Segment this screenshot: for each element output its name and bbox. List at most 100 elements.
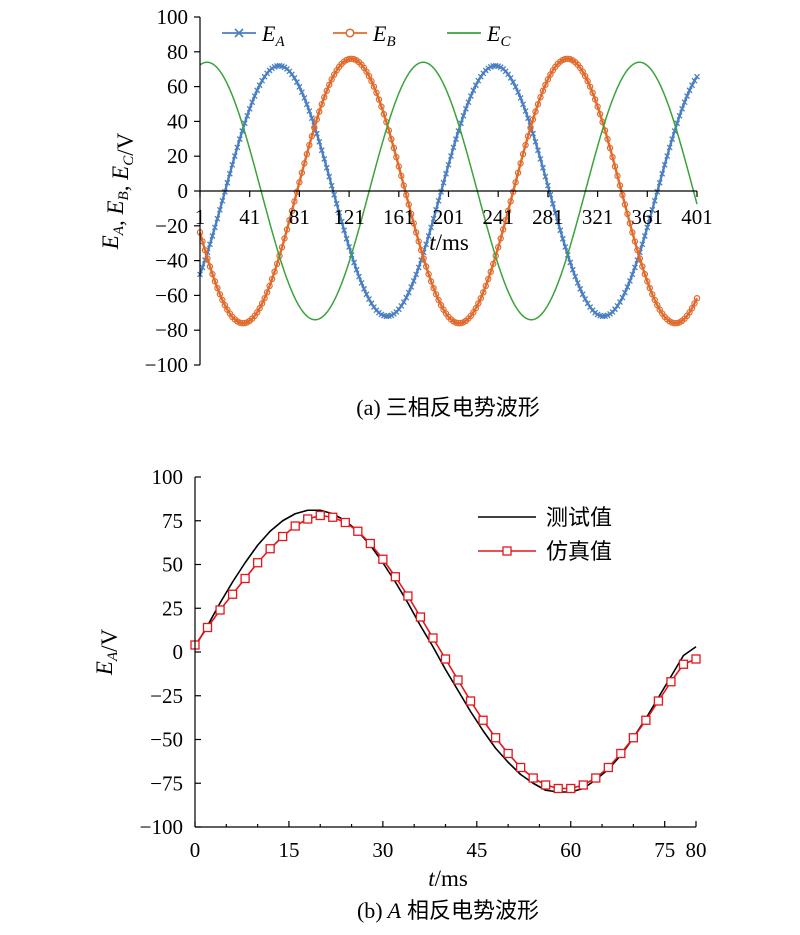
chart-b-y-tick-label: −25 [150,684,183,708]
chart-a-point [544,182,551,189]
chart-a-point [443,170,449,177]
chart-b-point [240,573,250,584]
chart-a-point [405,201,412,208]
chart-a-point [306,108,313,114]
chart-a-x-axis-title: t/ms [429,230,469,255]
chart-a-point [333,200,340,207]
chart-a-point [679,105,686,112]
chart-a-point [256,82,263,89]
chart-a-point [288,71,295,78]
chart-a-point [530,130,536,137]
chart-a-y-tick-label: 0 [178,179,189,203]
chart-a-point [604,135,611,143]
chart-b-point [478,715,488,725]
chart-a-point [552,209,559,216]
chart-a-point [619,294,626,301]
chart-a-point [641,270,649,278]
chart-b-point [440,654,451,664]
chart-a-point [425,233,432,239]
chart-a-x-tick-label: 401 [681,205,713,229]
chart-b-y-tick-label: 25 [162,596,183,620]
chart-a-point [510,79,517,86]
chart-a-point [303,101,310,108]
chart-a-point [649,206,656,213]
chart-a-series-markers [196,55,701,327]
chart-a-point [490,260,497,268]
chart-a-point [408,210,415,218]
chart-a-point [539,164,546,171]
chart-a-point [509,188,517,196]
chart-a-point [410,220,417,227]
chart-a-point [343,235,350,242]
chart-a-point [579,291,586,298]
chart-a-point [273,260,281,268]
chart-b-ticks: −100 −75 −50 −25 0 25 50 75 100 0 15 30 45 60 75 80 [140,465,707,862]
chart-a-point [298,169,306,176]
chart-a-point [298,89,305,96]
chart-a-y-tick-label: 20 [167,144,188,168]
chart-b-point [290,521,300,531]
chart-a-point [229,161,236,168]
chart-a-point [534,101,542,108]
chart-a-point [688,305,696,312]
chart-a-y-tick-label: 100 [157,5,189,29]
chart-a-point [296,83,303,90]
chart-a-point [525,115,531,122]
chart-a-point [691,300,698,307]
chart-a-point [507,74,514,81]
chart-a-point [226,170,233,177]
chart-b-point [666,677,676,687]
chart-a-point [438,188,445,195]
chart-a-point [427,278,435,285]
chart-a-point [199,264,206,271]
chart-b-y-tick-label: −75 [150,771,183,795]
chart-a-point [589,89,596,97]
chart-a-point [346,244,353,250]
chart-a-point [258,300,266,307]
chart-a-ticks: −100 −80 −60 −40 −20 0 20 40 60 80 100 1 41 81 121 161 2… [145,5,713,377]
chart-a-point [224,179,231,186]
chart-a-point [263,289,271,296]
chart-a-point [537,155,544,162]
chart-a-point [654,188,661,195]
chart-a-point [316,138,323,145]
chart-a-point [398,302,405,309]
chart-a-point [694,73,700,80]
chart-b-x-axis-title: t/ms [428,866,468,891]
chart-a-point [271,268,278,275]
chart-a-plot [196,55,701,327]
chart-a-y-axis-title: EA, EB, EC/V [98,132,138,250]
chart-a-point [520,101,527,108]
chart-b-point [578,780,588,790]
chart-b-point [503,748,513,759]
chart-a-point [631,238,639,245]
chart-a-point [278,244,286,251]
chart-a-point [644,278,651,285]
chart-a-point [423,241,430,248]
chart-a-series-line [199,61,698,321]
chart-a-point [403,294,410,301]
chart-a-point [505,71,512,78]
chart-b-point [453,675,463,685]
chart-a-point [689,82,695,89]
chart-a-point [487,268,494,275]
chart-a-point [296,179,303,186]
chart-a-point [614,302,621,309]
chart-a-point [681,99,688,106]
chart-a-point [301,95,308,101]
chart-a-point [422,263,430,270]
chart-a-legend-label: EC [486,21,511,50]
chart-a-point [373,89,380,97]
chart-a-point [562,244,569,250]
chart-a-point [256,305,263,312]
chart-b-x-tick-label: 75 [654,838,675,862]
chart-a-point [435,197,442,204]
chart-a-point [363,291,370,298]
chart-a-point [249,99,256,106]
chart-a-x-tick-label: 201 [433,205,465,229]
chart-a-point [596,110,604,118]
chart-a-point [472,82,479,89]
chart-a-x-tick-label: 81 [289,205,310,229]
chart-a-point [559,235,566,242]
